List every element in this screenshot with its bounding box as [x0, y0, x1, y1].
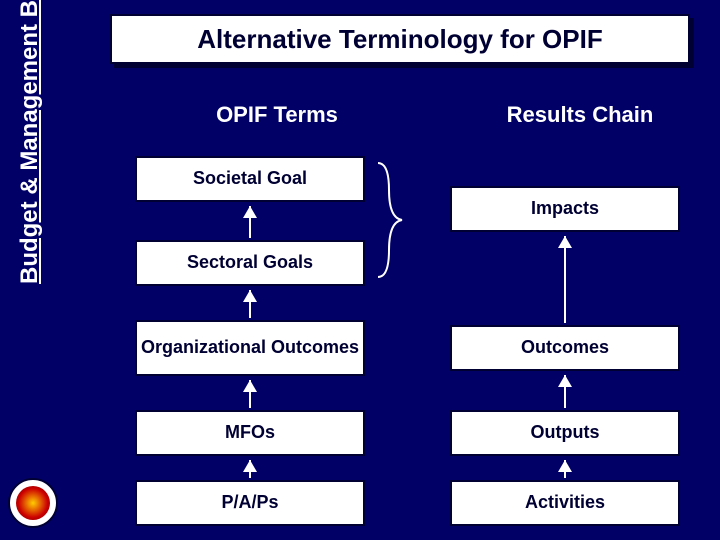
seal-inner-icon — [16, 486, 50, 520]
box-outputs: Outputs — [450, 410, 680, 456]
org-seal-icon — [8, 478, 58, 528]
arrow-up-icon — [558, 236, 572, 248]
right-column-heading: Results Chain — [465, 102, 695, 128]
arrow-up-icon — [243, 206, 257, 218]
sidebar-org-label: Budget & Management Bureau A — [16, 0, 44, 284]
slide-title: Alternative Terminology for OPIF — [197, 24, 602, 55]
arrow-up-icon — [558, 460, 572, 472]
box-societal-goal: Societal Goal — [135, 156, 365, 202]
box-paps: P/A/Ps — [135, 480, 365, 526]
box-mfos: MFOs — [135, 410, 365, 456]
box-outcomes: Outcomes — [450, 325, 680, 371]
arrow-up-icon — [558, 375, 572, 387]
arrow-up-icon — [243, 460, 257, 472]
box-impacts: Impacts — [450, 186, 680, 232]
box-sectoral-goals: Sectoral Goals — [135, 240, 365, 286]
curly-brace-icon — [375, 160, 405, 280]
box-organizational-outcomes: Organizational Outcomes — [135, 320, 365, 376]
title-box: Alternative Terminology for OPIF — [110, 14, 690, 64]
slide: Budget & Management Bureau A Alternative… — [0, 0, 720, 540]
arrow-up-icon — [243, 380, 257, 392]
main-area: Alternative Terminology for OPIF OPIF Te… — [80, 0, 720, 540]
arrow-up-icon — [243, 290, 257, 302]
left-column-heading: OPIF Terms — [162, 102, 392, 128]
box-activities: Activities — [450, 480, 680, 526]
